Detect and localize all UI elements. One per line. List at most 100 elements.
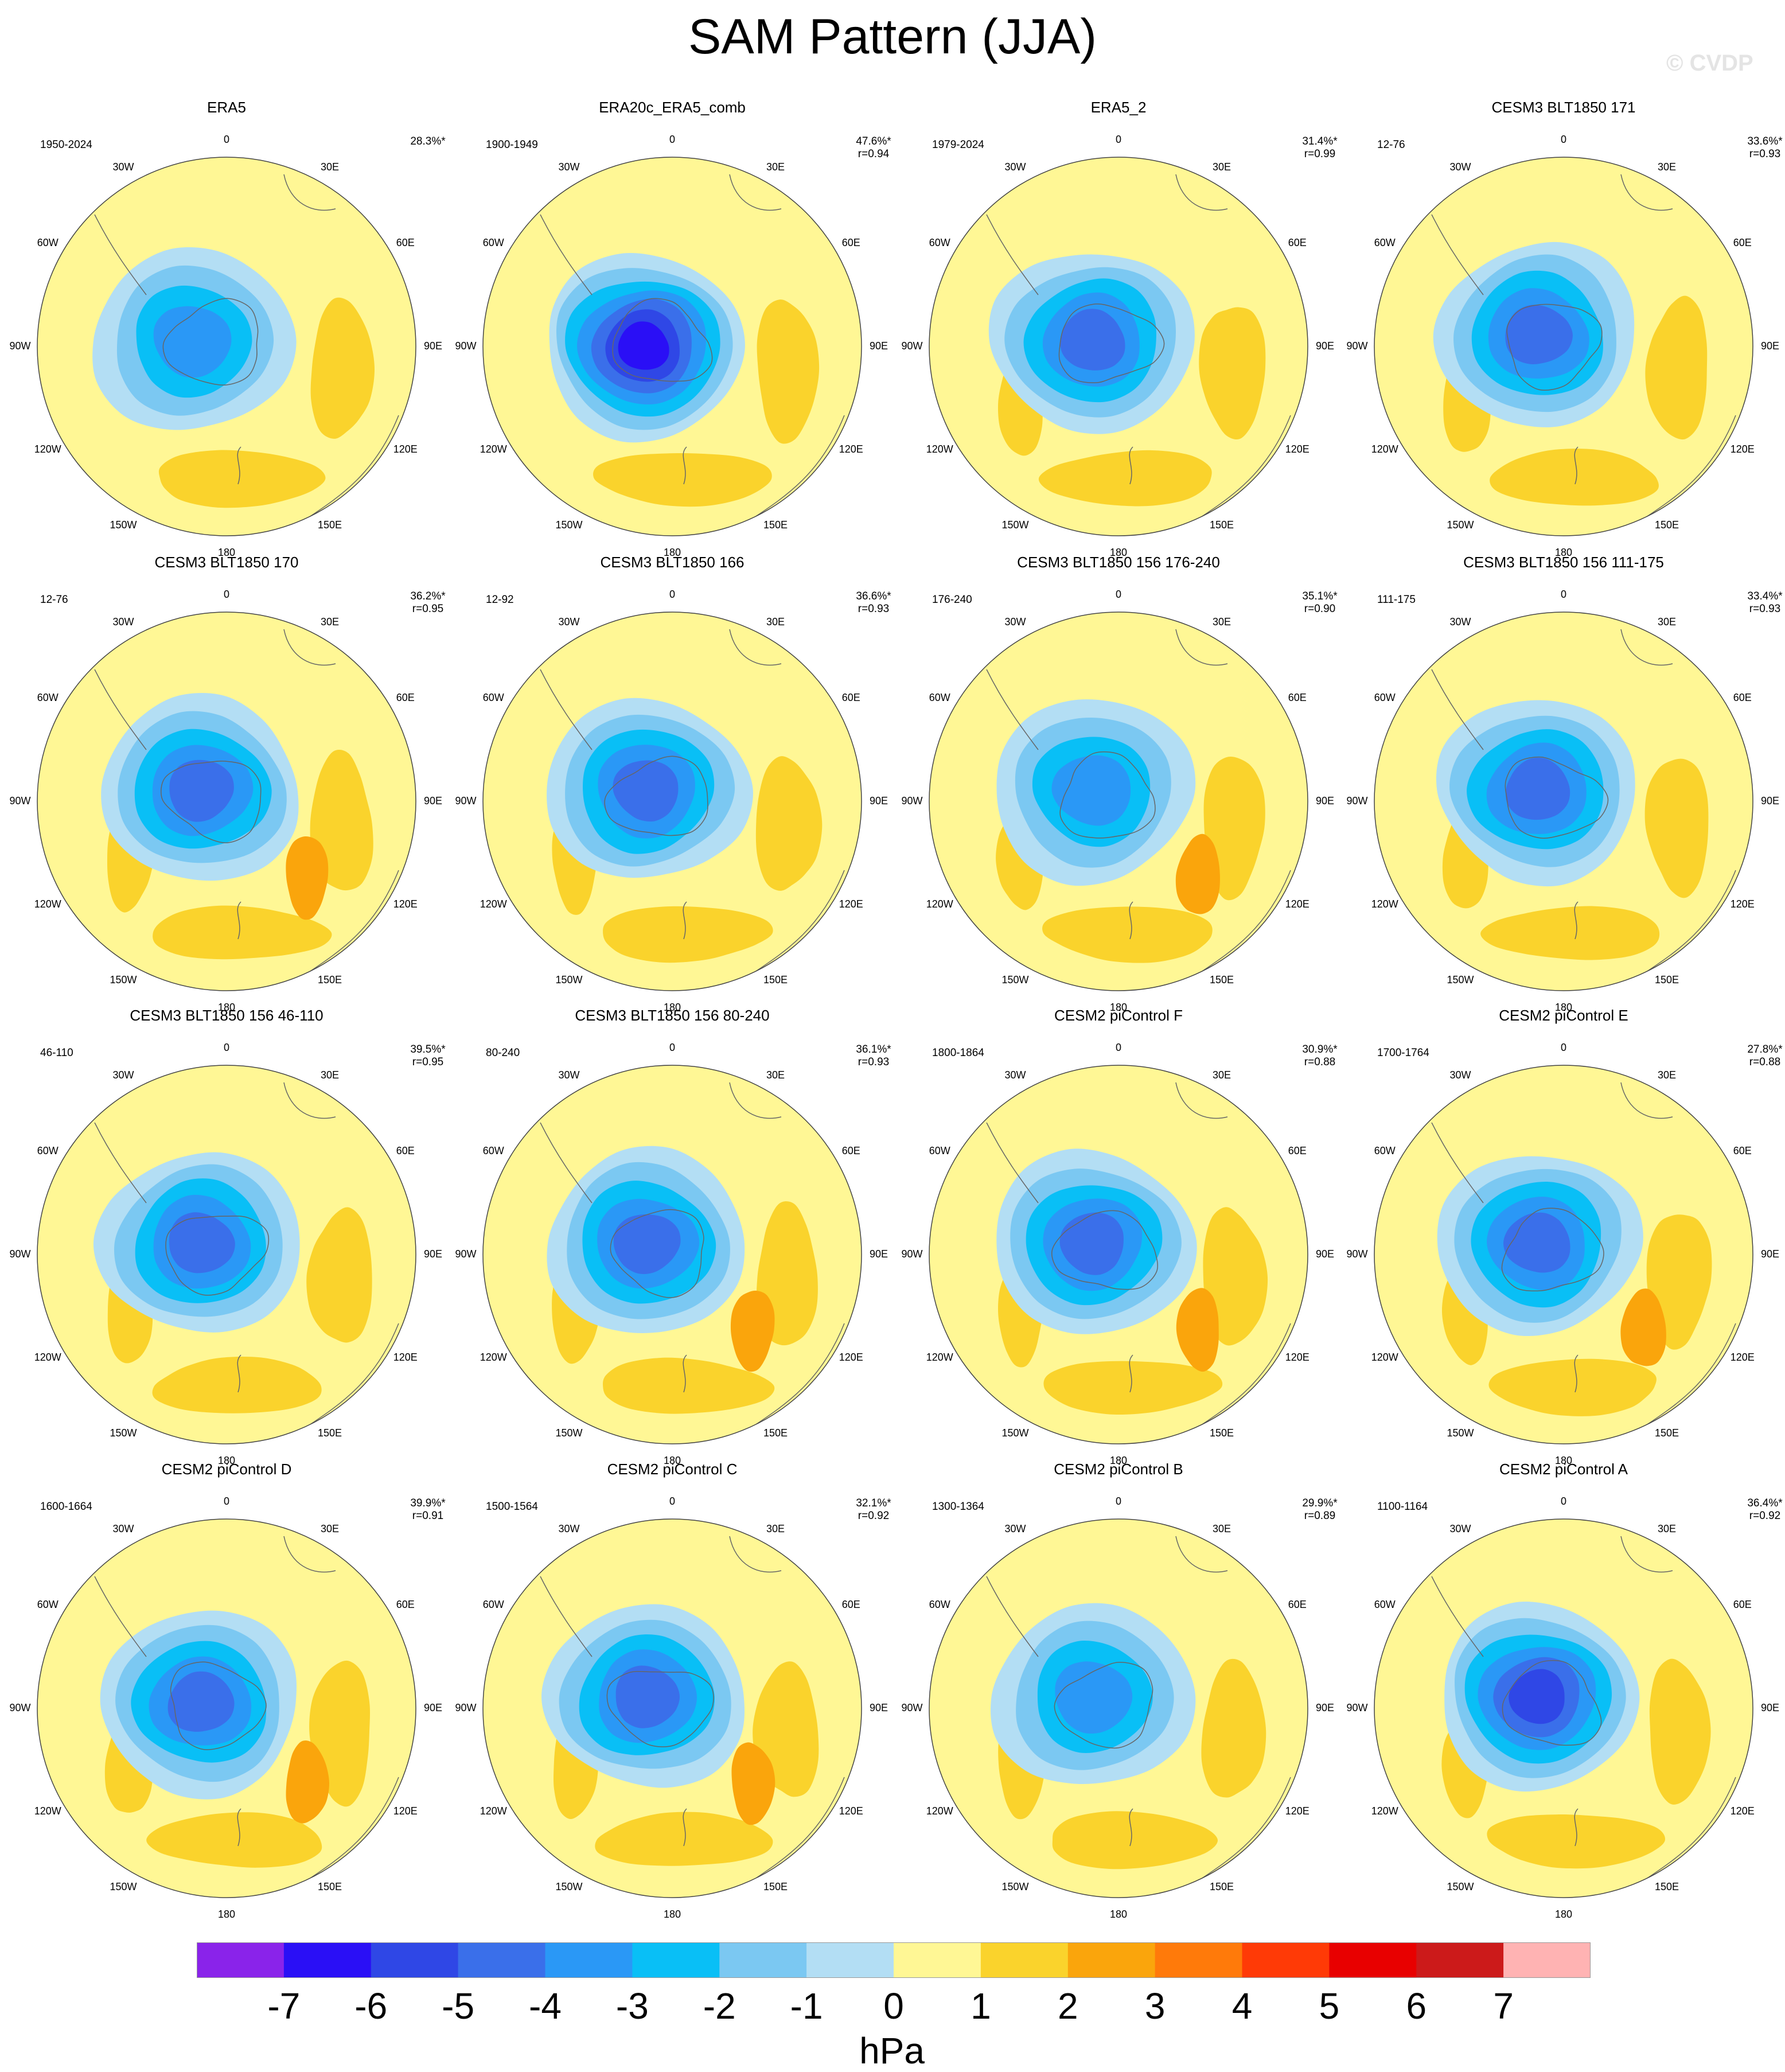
longitude-label: 120E [393, 1352, 418, 1363]
panel-title: CESM2 piControl B [1054, 1460, 1183, 1478]
longitude-label: 150E [317, 1427, 342, 1439]
panel-period: 1900-1949 [486, 139, 538, 151]
longitude-label: 60E [1733, 237, 1752, 248]
longitude-label: 30W [558, 161, 580, 173]
longitude-label: 60W [482, 237, 504, 248]
panel-title: CESM2 piControl A [1499, 1460, 1628, 1478]
longitude-label: 0 [1115, 1042, 1121, 1053]
panel-variance-stats: 35.1%* r=0.90 [1302, 590, 1338, 616]
longitude-label: 90E [869, 1248, 888, 1260]
longitude-label: 180 [1109, 1909, 1128, 1920]
map-panel: CESM2 piControl D 1600-1664 39.9%* r=0.91 0 3… [3, 1460, 450, 1920]
longitude-label: 150E [1654, 1880, 1679, 1892]
longitude-label: 180 [217, 1909, 236, 1920]
contour-level [1055, 1661, 1133, 1734]
longitude-label: 150W [110, 973, 137, 986]
longitude-label: 30E [1212, 616, 1231, 628]
pattern-correlation: r=0.88 [1749, 1056, 1781, 1068]
longitude-label: 150E [317, 1880, 342, 1892]
panel-variance-stats: 30.9%* r=0.88 [1302, 1043, 1338, 1069]
longitude-label: 0 [1115, 134, 1121, 145]
map-panel: CESM3 BLT1850 156 80-240 80-240 36.1%* r=0.… [449, 1007, 896, 1466]
longitude-label: 180 [1554, 547, 1573, 558]
longitude-label: 120W [926, 443, 953, 455]
longitude-label: 0 [1560, 1495, 1566, 1507]
colorbar-swatch [197, 1942, 284, 1978]
longitude-label: 150W [555, 1427, 583, 1439]
variance-explained: 39.5%* [410, 1043, 446, 1056]
colorbar-tick-label: -1 [790, 1985, 823, 2027]
longitude-label: 150E [1654, 519, 1679, 531]
panel-title: CESM3 BLT1850 171 [1491, 99, 1636, 116]
longitude-label: 60W [37, 1145, 59, 1156]
panel-variance-stats: 39.9%* r=0.91 [410, 1497, 446, 1522]
longitude-label: 60E [841, 1145, 860, 1156]
map-panel: CESM2 piControl E 1700-1764 27.8%* r=0.88 0 3… [1340, 1007, 1785, 1466]
longitude-label: 90W [901, 1702, 923, 1713]
longitude-label: 0 [1560, 134, 1566, 145]
longitude-label: 0 [1115, 1495, 1121, 1507]
polar-map [482, 1065, 862, 1444]
longitude-label: 0 [1115, 589, 1121, 600]
variance-explained: 39.9%* [410, 1497, 446, 1509]
longitude-label: 90W [901, 795, 923, 807]
panel-period: 80-240 [486, 1047, 520, 1059]
longitude-label: 30E [766, 616, 785, 628]
pattern-correlation: r=0.90 [1304, 603, 1336, 615]
pattern-correlation: r=0.95 [412, 1056, 444, 1068]
longitude-label: 90W [1346, 340, 1368, 352]
longitude-label: 60E [396, 237, 415, 248]
polar-map [482, 612, 862, 991]
pattern-correlation: r=0.99 [1304, 148, 1336, 160]
variance-explained: 30.9%* [1302, 1043, 1338, 1056]
longitude-label: 120W [1371, 1352, 1398, 1363]
longitude-label: 30E [1212, 1069, 1231, 1081]
longitude-label: 90W [9, 795, 31, 807]
longitude-label: 120W [926, 898, 953, 910]
longitude-label: 120W [480, 443, 507, 455]
longitude-label: 120E [1730, 1352, 1755, 1363]
longitude-label: 150E [1209, 973, 1234, 986]
polar-map [37, 1518, 416, 1898]
longitude-label: 180 [663, 547, 681, 558]
panel-title: CESM3 BLT1850 156 80-240 [575, 1007, 770, 1024]
polar-map [1374, 612, 1753, 991]
variance-explained: 33.6%* [1747, 135, 1783, 147]
map-panel: ERA5_2 1979-2024 31.4%* r=0.99 0 30E 60E 90E 120… [895, 99, 1342, 558]
longitude-label: 150W [1001, 973, 1029, 986]
longitude-label: 120E [1285, 898, 1309, 910]
longitude-label: 120E [839, 1805, 863, 1817]
longitude-label: 150W [1001, 1880, 1029, 1892]
longitude-label: 150W [1001, 519, 1029, 531]
longitude-label: 30W [558, 616, 580, 628]
longitude-label: 60W [929, 1145, 950, 1156]
contour-level [167, 1671, 235, 1732]
longitude-label: 30E [1212, 1523, 1231, 1535]
longitude-label: 60W [482, 1599, 504, 1610]
longitude-label: 60W [1374, 1599, 1396, 1610]
polar-map [929, 1518, 1308, 1898]
longitude-label: 60E [1288, 692, 1307, 703]
panel-variance-stats: 32.1%* r=0.92 [856, 1497, 891, 1522]
longitude-label: 150E [1654, 1427, 1679, 1439]
panel-title: CESM3 BLT1850 156 111-175 [1463, 554, 1664, 571]
polar-map [482, 1518, 862, 1898]
longitude-label: 90W [1346, 1702, 1368, 1713]
panel-period: 111-175 [1377, 594, 1416, 606]
longitude-label: 90E [1315, 795, 1335, 807]
longitude-label: 90W [9, 1702, 31, 1713]
panel-title: ERA5_2 [1090, 99, 1147, 116]
longitude-label: 30E [320, 1523, 340, 1535]
variance-explained: 36.4%* [1747, 1497, 1783, 1509]
longitude-label: 90W [455, 340, 477, 352]
longitude-label: 150W [1447, 519, 1474, 531]
panel-title: CESM3 BLT1850 156 46-110 [130, 1007, 324, 1024]
longitude-label: 150W [555, 1880, 583, 1892]
longitude-label: 30E [766, 161, 785, 173]
chart-title: SAM Pattern (JJA) [688, 9, 1097, 64]
longitude-label: 120W [34, 1805, 61, 1817]
longitude-label: 150E [1209, 1427, 1234, 1439]
panel-title: ERA5 [207, 99, 246, 116]
map-panel: CESM3 BLT1850 170 12-76 36.2%* r=0.95 0 30E 60… [3, 554, 450, 1013]
panel-period: 1800-1864 [932, 1047, 984, 1059]
